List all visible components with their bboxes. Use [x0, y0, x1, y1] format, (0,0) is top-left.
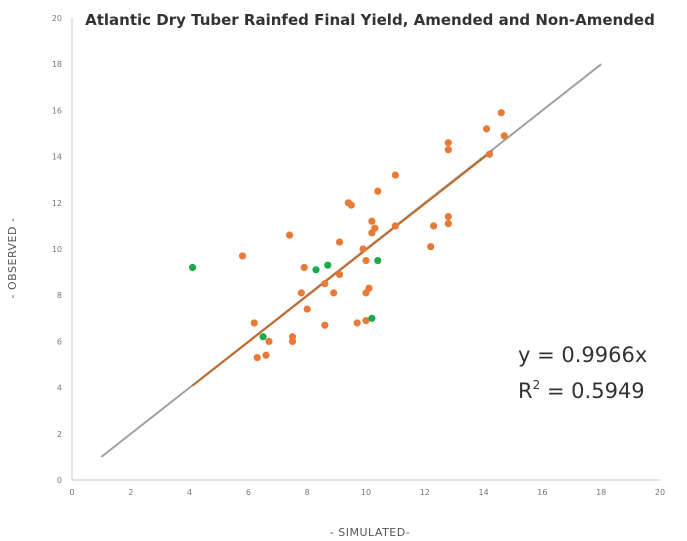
x-tick-label: 18 — [596, 488, 606, 497]
data-point — [368, 314, 376, 322]
data-point — [444, 219, 452, 228]
r-squared-label: R2 = 0.5949 — [518, 378, 645, 403]
data-point — [374, 187, 382, 195]
x-tick-label: 20 — [655, 488, 665, 497]
data-point — [285, 231, 294, 239]
data-point — [374, 256, 382, 265]
x-tick-label: 2 — [128, 488, 133, 497]
data-point — [321, 321, 329, 329]
data-point — [391, 171, 399, 179]
y-tick-label: 8 — [57, 291, 62, 300]
data-point — [265, 337, 273, 345]
data-point — [362, 256, 370, 265]
y-tick-label: 16 — [52, 106, 62, 115]
axes — [71, 18, 660, 481]
data-point — [368, 217, 376, 225]
data-point — [262, 351, 270, 359]
x-tick-label: 16 — [537, 488, 547, 497]
trendline — [191, 150, 494, 387]
r-squared-value: = 0.5949 — [540, 379, 644, 403]
data-point — [312, 266, 320, 274]
data-point — [430, 222, 438, 230]
data-point — [485, 150, 494, 158]
y-tick-label: 18 — [52, 60, 62, 69]
data-point — [250, 319, 258, 327]
x-tick-label: 14 — [479, 488, 489, 497]
data-point — [497, 109, 505, 117]
y-tick-label: 6 — [57, 337, 62, 346]
data-point — [353, 319, 361, 327]
y-tick-label: 10 — [52, 245, 62, 254]
data-point — [362, 317, 370, 325]
y-tick-label: 12 — [52, 199, 62, 208]
x-tick-label: 6 — [246, 488, 251, 497]
y-tick-label: 0 — [57, 476, 62, 485]
data-point — [188, 263, 197, 272]
data-point — [391, 222, 399, 230]
y-tick-label: 2 — [57, 430, 62, 439]
y-tick-label: 14 — [52, 153, 62, 162]
data-point — [259, 333, 267, 341]
data-point — [482, 125, 491, 133]
equation-label: y = 0.9966x — [518, 343, 647, 367]
data-point — [288, 337, 297, 345]
x-axis-title: - SIMULATED- — [330, 526, 410, 539]
data-point — [371, 224, 379, 232]
data-point — [238, 252, 247, 260]
data-point — [297, 289, 305, 297]
regression-lines — [100, 63, 602, 458]
data-point — [500, 132, 508, 140]
data-point — [253, 353, 261, 362]
x-tick-label: 8 — [305, 488, 310, 497]
data-point — [427, 243, 435, 251]
y-tick-labels: 0 2 4 6 8 10 12 14 16 18 20 — [52, 14, 62, 485]
y-tick-label: 4 — [57, 384, 62, 393]
data-point — [347, 201, 355, 209]
data-point — [359, 245, 367, 253]
data-point — [444, 146, 452, 154]
data-point — [330, 289, 338, 297]
x-tick-label: 4 — [187, 488, 192, 497]
data-points — [188, 109, 508, 362]
data-point — [335, 238, 344, 246]
data-point — [303, 305, 311, 313]
x-tick-labels: 0 2 4 6 8 10 12 14 16 18 20 — [69, 488, 665, 497]
data-point — [444, 139, 452, 147]
data-point — [444, 213, 452, 221]
x-tick-label: 10 — [361, 488, 371, 497]
y-axis-title: - OBSERVED - — [6, 218, 19, 299]
data-point — [324, 261, 332, 269]
x-tick-label: 0 — [69, 488, 74, 497]
chart-title: Atlantic Dry Tuber Rainfed Final Yield, … — [85, 11, 655, 29]
data-point — [335, 270, 344, 279]
y-tick-label: 20 — [52, 14, 62, 23]
x-tick-label: 12 — [420, 488, 430, 497]
r-squared-prefix: R — [518, 379, 533, 403]
data-point — [321, 280, 329, 288]
data-point — [300, 263, 308, 272]
r-squared-superscript: 2 — [533, 378, 541, 392]
data-point — [365, 284, 373, 292]
